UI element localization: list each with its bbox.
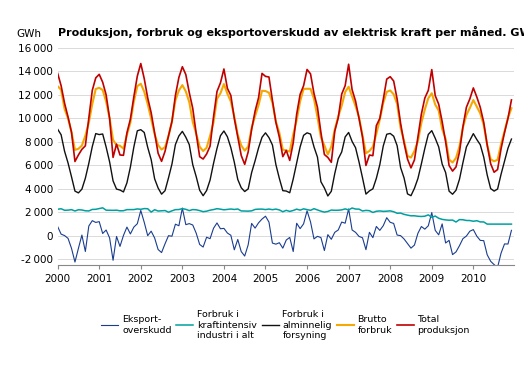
Forbruk i
kraftintensiv
industri i alt [508,222,515,226]
Forbruk i
kraftintensiv
industri i alt [196,208,203,213]
Line: Forbruk i
kraftintensiv
industri i alt: Forbruk i kraftintensiv industri i alt [58,208,511,224]
Total
produksjon [491,170,497,174]
Eksport-
overskudd [422,227,428,232]
Legend: Eksport-
overskudd, Forbruk i
kraftintensiv
industri i alt, Forbruk i
alminnelig: Eksport- overskudd, Forbruk i kraftinten… [101,310,470,340]
Text: GWh: GWh [17,30,41,39]
Line: Total
produksjon: Total produksjon [58,64,511,172]
Forbruk i
alminnelig
forsyning [207,178,213,182]
Brutto
forbruk [196,144,203,149]
Eksport-
overskudd [210,226,216,230]
Forbruk i
kraftintensiv
industri i alt [54,207,61,211]
Forbruk i
alminnelig
forsyning [508,137,515,141]
Total
produksjon [138,61,144,66]
Total
produksjon [196,154,203,159]
Brutto
forbruk [210,120,216,125]
Total
produksjon [422,96,428,100]
Total
produksjon [93,76,99,80]
Forbruk i
kraftintensiv
industri i alt [113,208,119,213]
Brutto
forbruk [425,96,431,100]
Brutto
forbruk [508,106,515,111]
Brutto
forbruk [54,84,61,88]
Total
produksjon [54,71,61,76]
Total
produksjon [508,98,515,102]
Line: Brutto
forbruk: Brutto forbruk [58,84,511,163]
Forbruk i
alminnelig
forsyning [54,127,61,132]
Eksport-
overskudd [110,258,116,263]
Total
produksjon [110,155,116,160]
Text: Produksjon, forbruk og eksportoverskudd av elektrisk kraft per måned. GWh: Produksjon, forbruk og eksportoverskudd … [58,26,524,38]
Eksport-
overskudd [196,242,203,247]
Eksport-
overskudd [495,265,501,269]
Forbruk i
alminnelig
forsyning [425,132,431,137]
Forbruk i
kraftintensiv
industri i alt [484,222,490,226]
Eksport-
overskudd [54,224,61,229]
Forbruk i
alminnelig
forsyning [110,179,116,183]
Forbruk i
kraftintensiv
industri i alt [93,207,99,211]
Forbruk i
alminnelig
forsyning [193,174,199,179]
Brutto
forbruk [450,160,456,165]
Line: Forbruk i
alminnelig
forsyning: Forbruk i alminnelig forsyning [58,129,511,196]
Line: Eksport-
overskudd: Eksport- overskudd [58,208,511,267]
Forbruk i
alminnelig
forsyning [93,131,99,136]
Forbruk i
kraftintensiv
industri i alt [425,213,431,217]
Forbruk i
alminnelig
forsyning [422,146,428,150]
Forbruk i
kraftintensiv
industri i alt [100,205,106,210]
Total
produksjon [210,114,216,119]
Eksport-
overskudd [179,206,185,210]
Eksport-
overskudd [425,224,431,228]
Brutto
forbruk [138,81,144,86]
Brutto
forbruk [93,87,99,91]
Eksport-
overskudd [93,220,99,225]
Brutto
forbruk [110,138,116,142]
Forbruk i
kraftintensiv
industri i alt [210,207,216,212]
Forbruk i
kraftintensiv
industri i alt [422,214,428,218]
Total
produksjon [425,88,431,92]
Brutto
forbruk [422,107,428,112]
Forbruk i
alminnelig
forsyning [325,194,331,198]
Eksport-
overskudd [508,228,515,233]
